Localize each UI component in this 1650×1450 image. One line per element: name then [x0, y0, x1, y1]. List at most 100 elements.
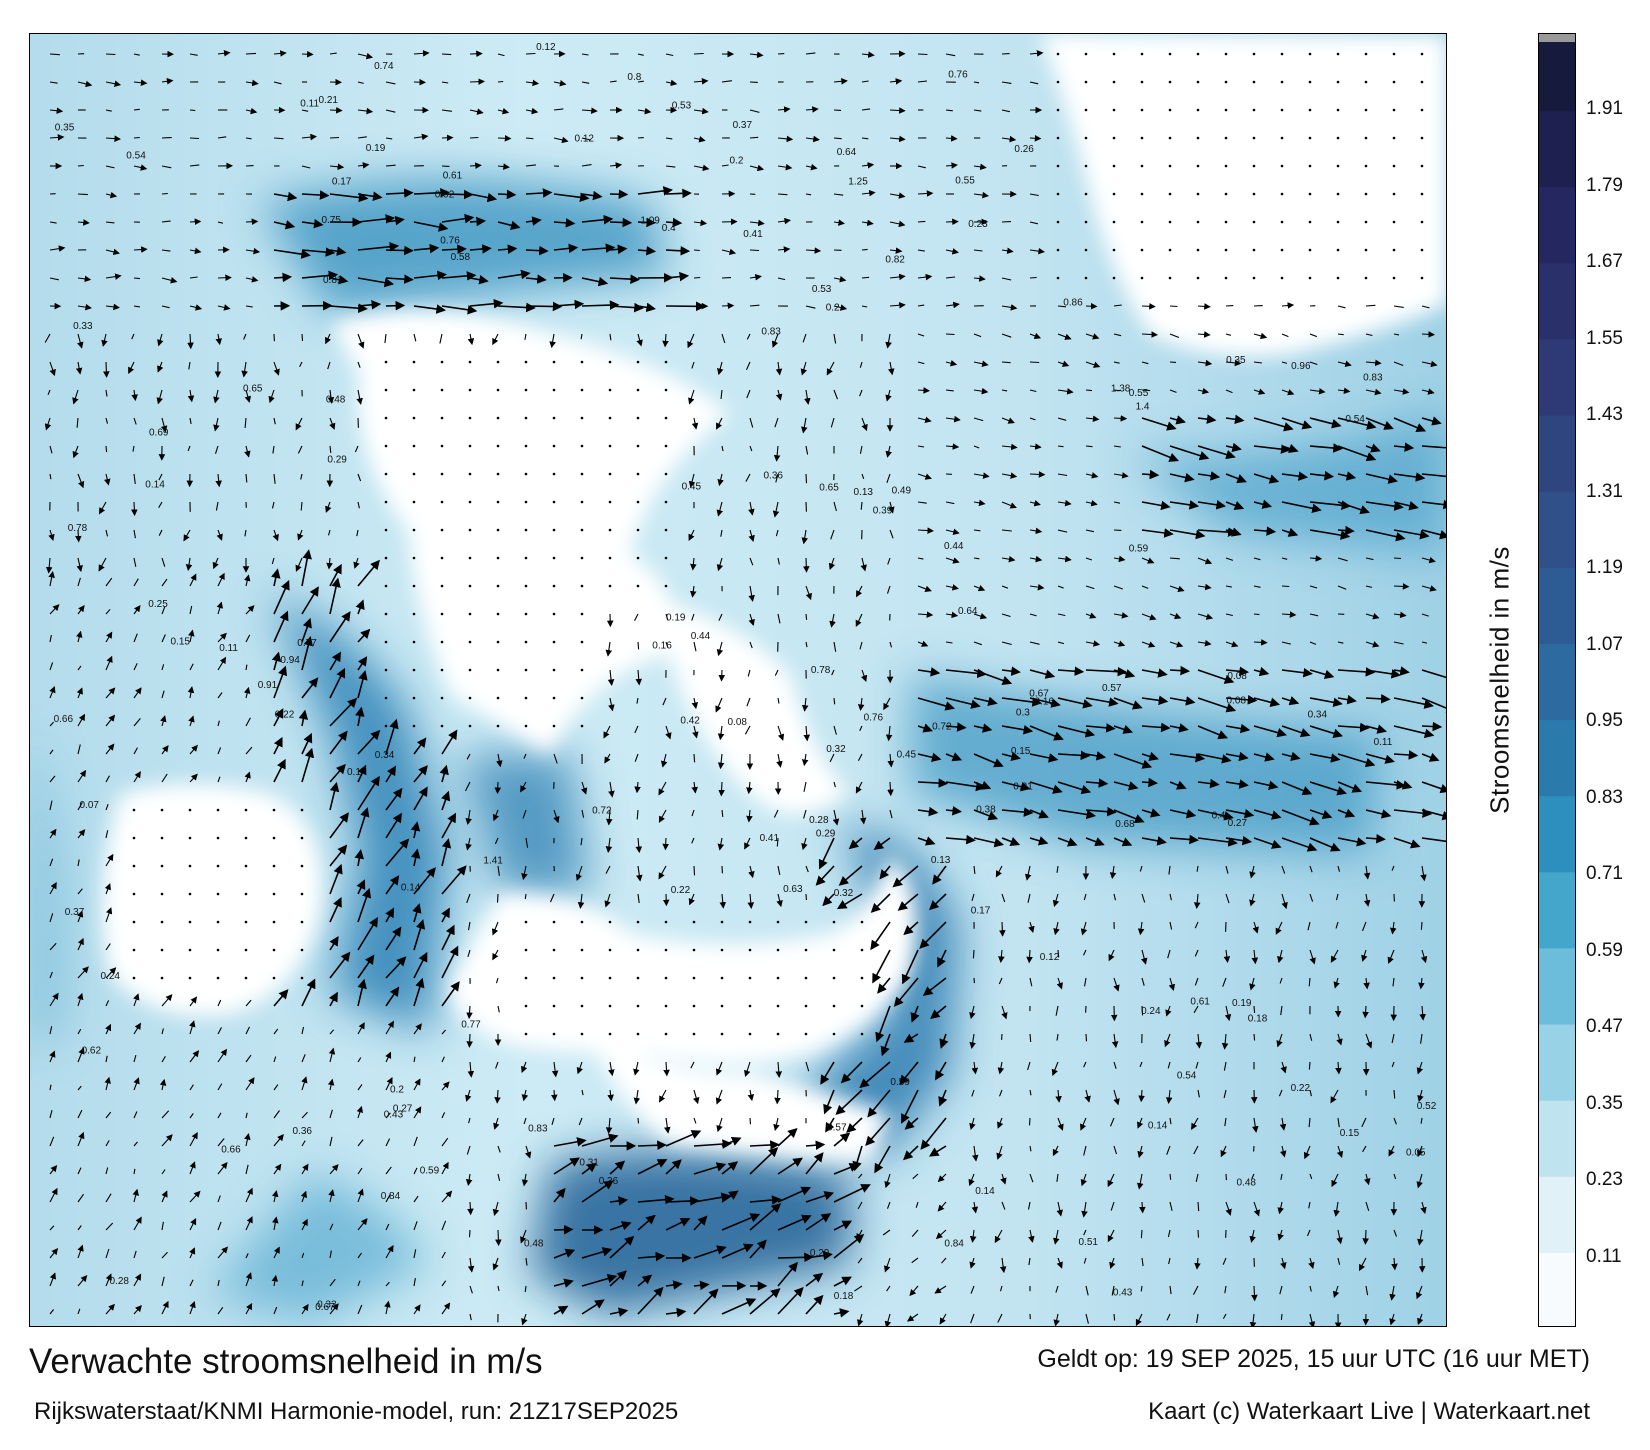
- current-arrow: [188, 629, 195, 643]
- current-arrow: [497, 163, 510, 170]
- grid-dot: [524, 500, 528, 504]
- current-arrow: [1029, 443, 1042, 450]
- current-arrow: [1365, 753, 1395, 764]
- current-arrow: [105, 687, 116, 699]
- current-arrow: [1169, 389, 1177, 393]
- grid-dot: [412, 696, 416, 700]
- current-arrow: [354, 445, 359, 453]
- current-arrow: [217, 221, 224, 224]
- current-arrow: [719, 893, 727, 909]
- current-arrow: [749, 1117, 752, 1125]
- grid-dot: [608, 584, 612, 588]
- current-arrow: [1309, 443, 1343, 453]
- current-arrow: [777, 193, 788, 196]
- speed-value-label: 0.16: [652, 640, 672, 651]
- speed-value-label: 0.8: [627, 72, 641, 83]
- current-arrow: [749, 445, 753, 452]
- grid-dot: [132, 808, 136, 812]
- current-arrow: [688, 473, 696, 488]
- current-arrow: [581, 243, 616, 253]
- speed-value-label: 0.4: [1212, 811, 1226, 822]
- grid-dot: [1224, 80, 1228, 84]
- current-arrow: [945, 722, 967, 732]
- current-arrow: [1029, 134, 1042, 142]
- current-arrow: [161, 606, 166, 615]
- current-arrow: [189, 304, 203, 311]
- grid-dot: [832, 976, 836, 980]
- current-arrow: [805, 641, 808, 648]
- current-arrow: [1307, 921, 1311, 931]
- grid-dot: [1364, 248, 1368, 252]
- current-arrow: [1362, 1229, 1369, 1245]
- current-arrow: [44, 417, 52, 431]
- current-arrow: [889, 273, 906, 281]
- current-arrow: [937, 949, 947, 968]
- grid-dot: [580, 696, 584, 700]
- grid-dot: [552, 416, 556, 420]
- current-arrow: [496, 753, 503, 768]
- current-arrow: [491, 921, 499, 936]
- current-arrow: [410, 821, 421, 839]
- current-arrow: [861, 219, 874, 227]
- grid-dot: [1168, 276, 1172, 280]
- current-arrow: [747, 669, 751, 677]
- current-arrow: [609, 333, 612, 341]
- grid-dot: [748, 976, 752, 980]
- current-arrow: [665, 245, 691, 256]
- current-arrow: [973, 445, 980, 449]
- grid-dot: [384, 668, 388, 672]
- current-arrow: [861, 51, 875, 58]
- current-arrow: [188, 715, 195, 727]
- current-arrow: [855, 781, 863, 794]
- current-arrow: [1281, 471, 1309, 481]
- grid-dot: [132, 976, 136, 980]
- current-arrow: [658, 809, 667, 823]
- current-arrow: [773, 809, 779, 818]
- current-arrow: [469, 136, 479, 139]
- current-arrow: [385, 137, 393, 140]
- grid-dot: [468, 500, 472, 504]
- current-arrow: [1365, 443, 1381, 453]
- current-arrow: [1085, 806, 1117, 817]
- current-arrow: [1029, 417, 1036, 421]
- current-arrow: [189, 218, 202, 226]
- current-arrow: [77, 605, 85, 615]
- grid-dot: [1392, 136, 1396, 140]
- grid-dot: [664, 416, 668, 420]
- current-arrow: [441, 729, 458, 755]
- grid-dot: [1336, 52, 1340, 56]
- grid-dot: [440, 612, 444, 616]
- current-arrow: [636, 865, 643, 882]
- current-arrow: [441, 213, 475, 224]
- current-arrow: [771, 333, 779, 348]
- grid-dot: [216, 892, 220, 896]
- current-arrow: [777, 865, 781, 876]
- grid-dot: [300, 948, 304, 952]
- grid-dot: [1252, 220, 1256, 224]
- current-arrow: [776, 837, 779, 847]
- current-arrow: [441, 924, 455, 951]
- current-arrow: [1169, 921, 1173, 930]
- grid-dot: [412, 584, 416, 588]
- grid-dot: [496, 696, 500, 700]
- speed-value-label: 0.2: [390, 1085, 404, 1096]
- current-arrow: [105, 248, 120, 256]
- speed-value-label: 0.1: [347, 767, 361, 778]
- grid-dot: [412, 472, 416, 476]
- grid-dot: [1112, 136, 1116, 140]
- current-arrow: [870, 921, 891, 951]
- map-canvas: 0.20.190.110.10.080.270.120.080.070.050.…: [30, 34, 1446, 1326]
- current-arrow: [133, 417, 137, 425]
- current-arrow: [525, 79, 540, 87]
- current-arrow: [1001, 109, 1011, 113]
- current-arrow: [917, 80, 928, 83]
- current-arrow: [301, 218, 324, 229]
- current-arrow: [1028, 921, 1035, 933]
- speed-value-label: 0.13: [854, 487, 874, 498]
- current-arrow: [327, 361, 331, 370]
- current-arrow: [746, 809, 753, 823]
- grid-dot: [1336, 276, 1340, 280]
- current-arrow: [1057, 641, 1065, 645]
- current-arrow: [1001, 751, 1021, 762]
- current-arrow: [889, 301, 906, 309]
